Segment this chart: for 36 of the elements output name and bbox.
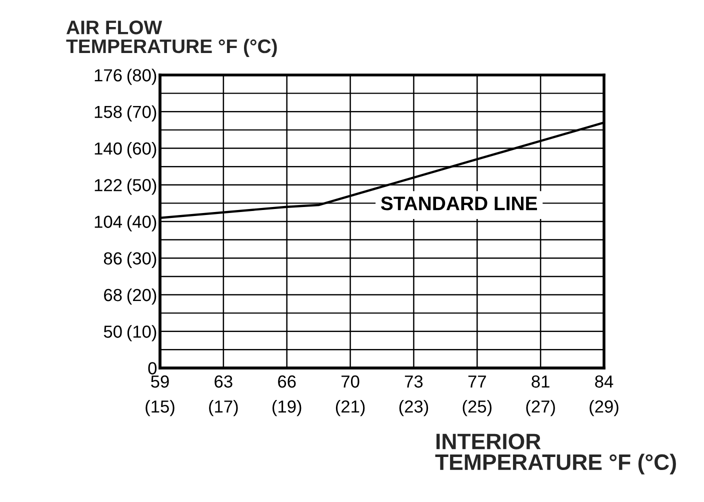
y-tick-label: (20) xyxy=(127,288,156,305)
y2-tick-label: 104 xyxy=(94,216,122,228)
y-tick-label: (70) xyxy=(127,105,156,122)
x2-tick-label: 81 xyxy=(532,375,550,388)
y-tick-label: (80) xyxy=(127,68,156,85)
y2-tick-label: 140 xyxy=(94,142,122,155)
y-tick-label: (50) xyxy=(127,178,156,195)
y2-tick-label: 50 xyxy=(104,326,122,338)
x2-tick-label: 77 xyxy=(468,376,486,388)
y-tick-label: 0 xyxy=(148,362,157,374)
y2-tick-label: 86 xyxy=(104,252,122,265)
y-tick-label: (10) xyxy=(127,325,156,342)
x-tick-label: (15) xyxy=(146,400,174,416)
x-tick-label: (21) xyxy=(336,400,365,416)
y2-tick-label: 158 xyxy=(94,106,122,118)
x2-tick-label: 73 xyxy=(404,375,423,388)
x-tick-label: (19) xyxy=(272,400,302,416)
y2-tick-label: 68 xyxy=(104,288,122,302)
x2-tick-label: 66 xyxy=(278,375,296,388)
x2-tick-label: 59 xyxy=(151,375,169,388)
y2-tick-label: 176 xyxy=(94,69,122,82)
x2-tick-label: 84 xyxy=(595,375,614,388)
x-axis-title: INTERIOR TEMPERATURE °F (°C) xyxy=(435,434,676,474)
y-tick-label: (40) xyxy=(127,215,156,232)
x-tick-label: (27) xyxy=(526,400,555,416)
y-axis-title: AIR FLOW TEMPERATURE °F (°C) xyxy=(66,20,277,57)
series-label: STANDARD LINE xyxy=(380,196,538,210)
y-tick-label: (60) xyxy=(127,142,156,158)
y2-tick-label: 122 xyxy=(94,179,122,192)
x2-tick-label: 70 xyxy=(342,375,360,388)
y-tick-label: (30) xyxy=(127,252,156,268)
x-tick-label: (25) xyxy=(462,400,492,416)
x-tick-label: (23) xyxy=(399,400,428,416)
x2-tick-label: 63 xyxy=(214,375,232,388)
x-tick-label: (29) xyxy=(590,400,618,416)
x-tick-label: (17) xyxy=(209,400,238,416)
